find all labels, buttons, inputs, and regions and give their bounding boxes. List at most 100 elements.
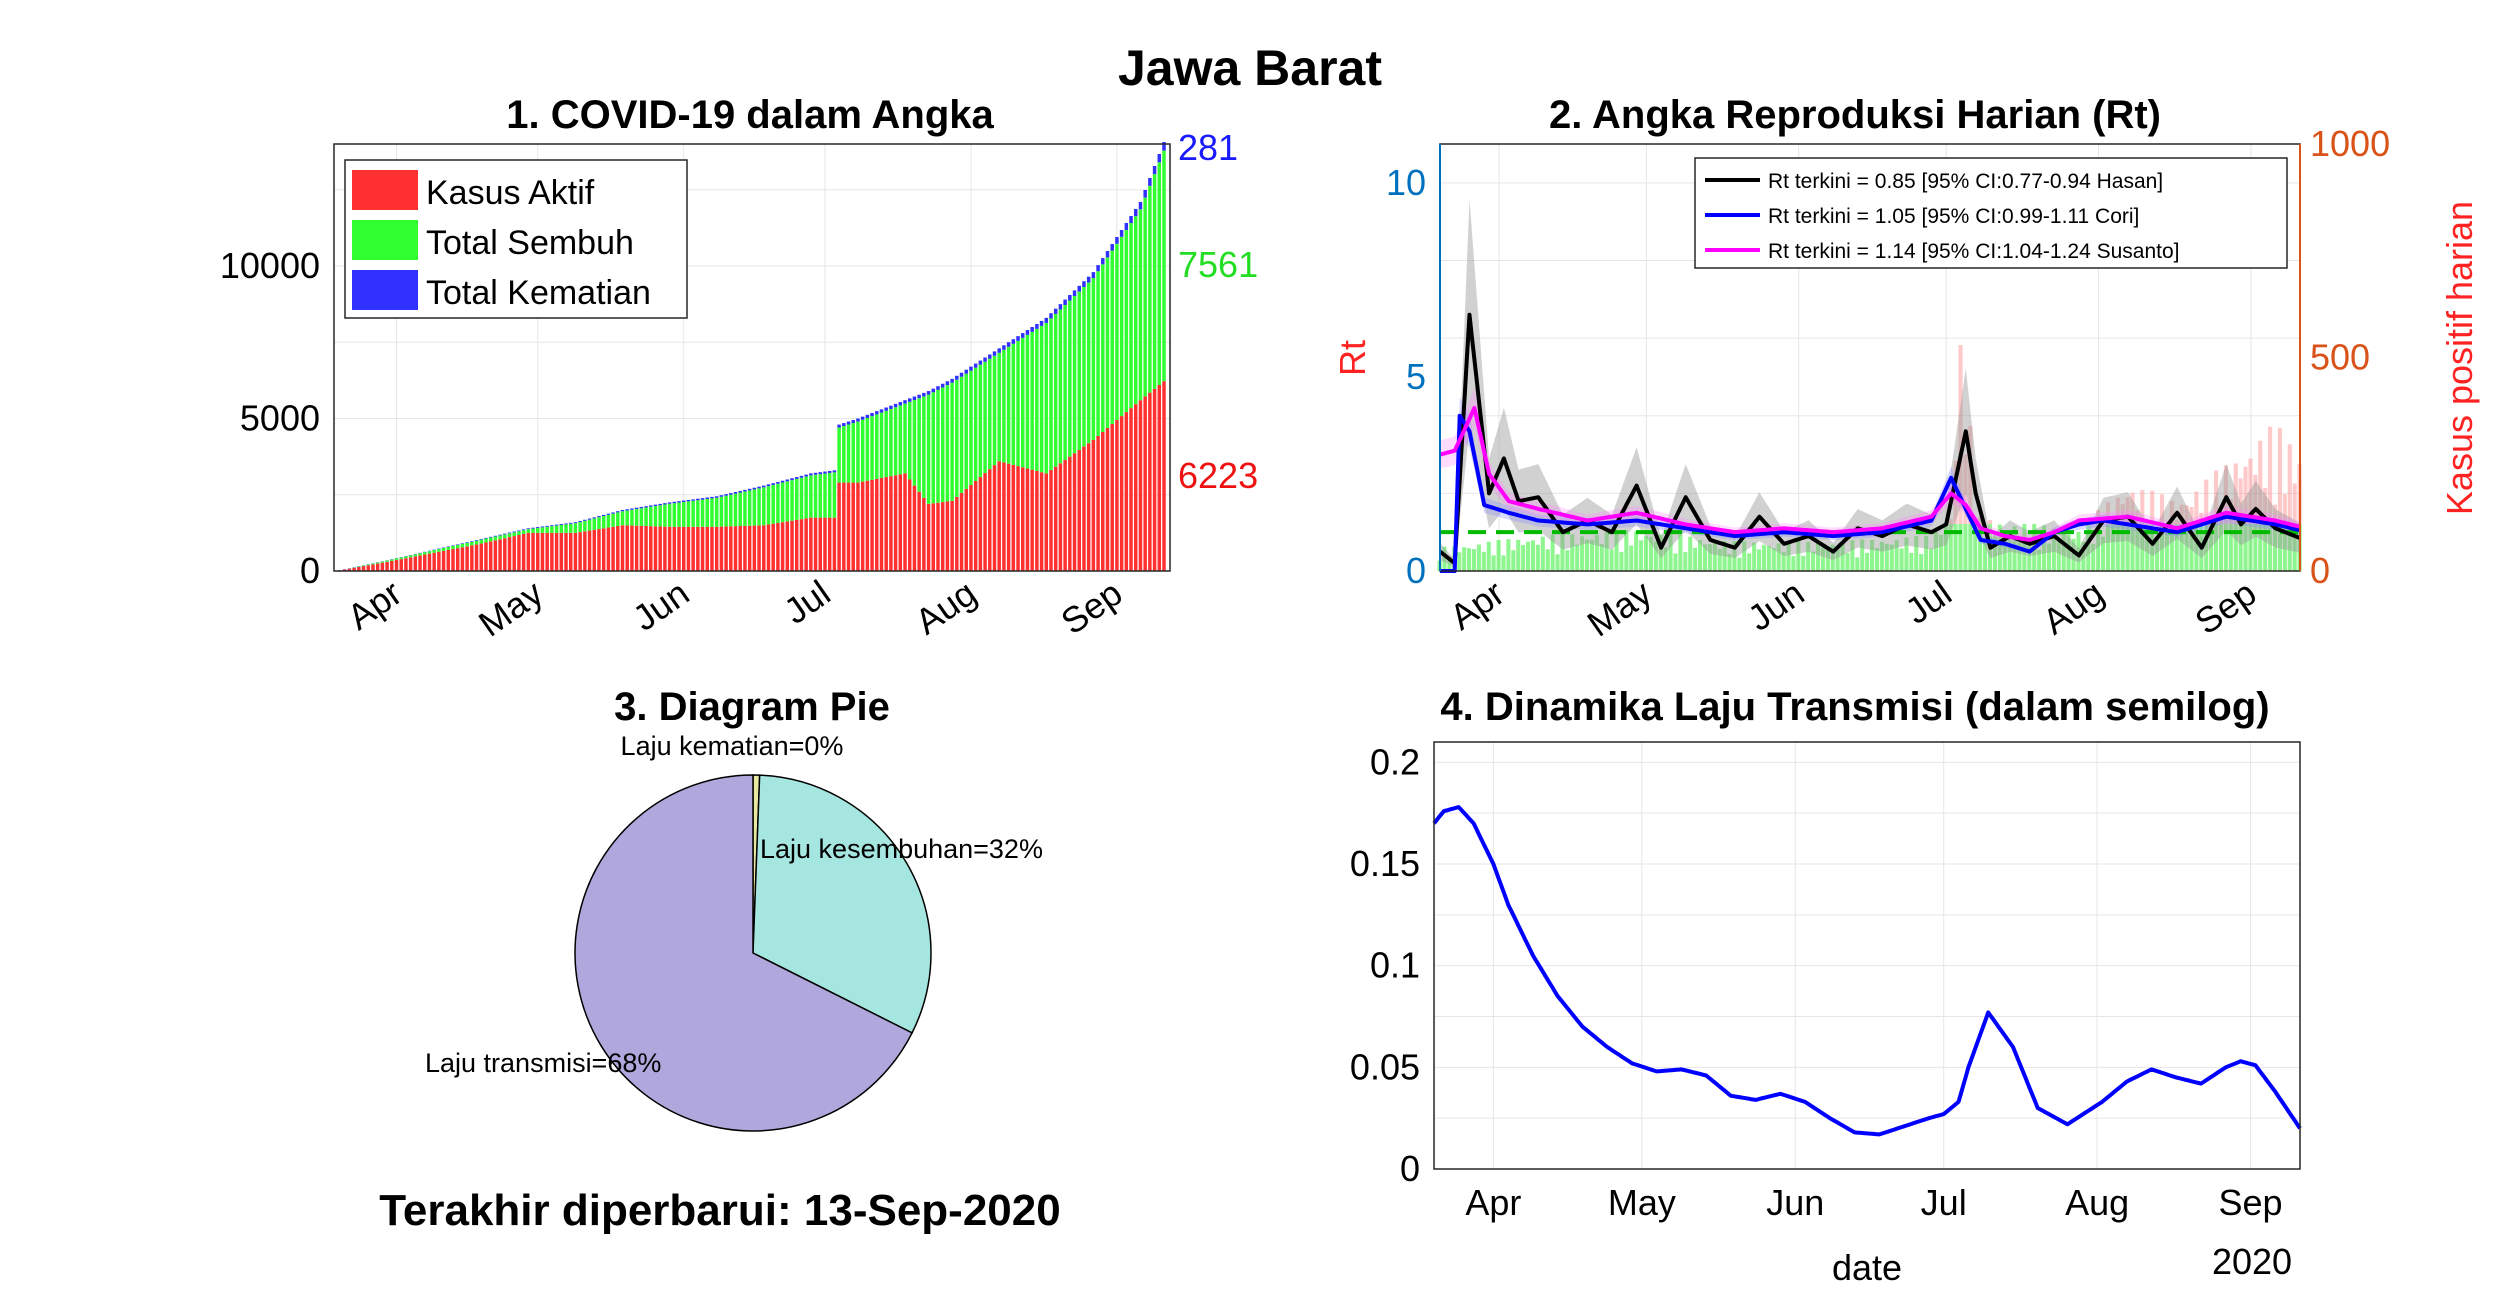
bar-aktif bbox=[724, 526, 728, 571]
panel-2-y-ticks-left: 0 5 10 bbox=[1386, 144, 1441, 591]
bar-aktif bbox=[380, 562, 385, 571]
case-bar bbox=[1928, 548, 1934, 571]
bar-kematian bbox=[997, 348, 1001, 353]
x-tick-label: Jun bbox=[1740, 572, 1811, 639]
bar-kematian bbox=[898, 402, 903, 406]
case-bar bbox=[2086, 524, 2091, 571]
bar-aktif bbox=[568, 532, 573, 571]
panel-1-legend: Kasus Aktif Total Sembuh Total Kematian bbox=[344, 159, 688, 319]
bar-sembuh bbox=[903, 403, 907, 474]
bar-aktif bbox=[1082, 446, 1086, 571]
panel-1-y-ticks: 0 5000 10000 bbox=[220, 245, 320, 591]
bar-kematian bbox=[1082, 281, 1086, 288]
case-bar bbox=[1624, 530, 1629, 571]
bar-aktif bbox=[1110, 423, 1114, 571]
bar-sembuh bbox=[470, 541, 474, 546]
case-bar bbox=[1968, 524, 1973, 571]
case-bar bbox=[1889, 544, 1894, 571]
bar-kematian bbox=[559, 524, 564, 525]
case-bar bbox=[1629, 545, 1634, 571]
bar-sembuh bbox=[1138, 209, 1143, 401]
case-bar bbox=[2263, 524, 2268, 571]
bar-sembuh bbox=[988, 358, 992, 470]
panel-2-rt-lines bbox=[1438, 312, 2301, 573]
panel-3-slices bbox=[574, 774, 932, 1132]
bar-aktif bbox=[978, 477, 983, 571]
case-bar bbox=[2223, 524, 2228, 571]
case-bar bbox=[1442, 546, 1447, 571]
bar-kematian bbox=[1129, 215, 1133, 224]
bar-sembuh bbox=[978, 364, 983, 478]
case-bar-high bbox=[2292, 483, 2297, 525]
bar-kematian bbox=[479, 538, 483, 540]
bar-aktif bbox=[1086, 443, 1091, 571]
panel-4-axes-box bbox=[1434, 742, 2300, 1169]
bar-aktif bbox=[700, 526, 705, 571]
bar-aktif bbox=[992, 465, 997, 571]
bar-aktif bbox=[714, 526, 719, 571]
bar-aktif bbox=[719, 526, 724, 571]
bar-kematian bbox=[903, 400, 907, 404]
rt-line bbox=[1440, 413, 2301, 573]
bar-kematian bbox=[714, 496, 719, 498]
bar-sembuh bbox=[564, 524, 568, 533]
pie-label-transmisi: Laju transmisi=68% bbox=[425, 1048, 661, 1078]
bar-sembuh bbox=[837, 427, 841, 483]
bar-sembuh bbox=[955, 379, 959, 497]
bar-aktif bbox=[710, 526, 714, 571]
bar-kematian bbox=[780, 480, 785, 483]
bar-aktif bbox=[399, 559, 403, 571]
panel-4-grid bbox=[1434, 742, 2300, 1170]
bar-sembuh bbox=[719, 496, 724, 527]
bar-kematian bbox=[973, 363, 978, 368]
transmission-line bbox=[1432, 805, 2302, 1137]
bar-aktif bbox=[653, 526, 658, 571]
bar-aktif bbox=[658, 526, 662, 571]
bar-aktif bbox=[1016, 466, 1020, 571]
bar-aktif bbox=[917, 491, 921, 571]
bar-aktif bbox=[630, 525, 634, 571]
case-bar bbox=[1899, 548, 1904, 571]
bar-aktif bbox=[554, 532, 559, 571]
panel-2-rt-chart: 2. Angka Reproduksi Harian (Rt) 0 5 10 0 50… bbox=[1332, 93, 2480, 645]
bar-sembuh bbox=[846, 424, 851, 483]
bar-sembuh bbox=[634, 508, 639, 526]
bar-aktif bbox=[1091, 439, 1096, 571]
case-bar bbox=[2096, 524, 2101, 571]
bar-sembuh bbox=[399, 557, 403, 560]
bar-kematian bbox=[959, 372, 964, 377]
case-bar bbox=[1978, 524, 1983, 571]
bar-aktif bbox=[432, 552, 436, 571]
bar-aktif bbox=[1039, 472, 1044, 571]
bar-kematian bbox=[969, 366, 973, 371]
case-bar-high bbox=[2194, 491, 2199, 525]
bar-kematian bbox=[700, 498, 705, 500]
x-tick-label: Aug bbox=[2065, 1182, 2129, 1223]
case-bar bbox=[1865, 552, 1870, 571]
bar-kematian bbox=[978, 360, 983, 365]
bar-aktif bbox=[1044, 473, 1049, 571]
bar-sembuh bbox=[1119, 236, 1124, 417]
panel-2-ylabel-right: Kasus positif harian bbox=[2439, 201, 2480, 515]
case-bar bbox=[1948, 524, 1953, 571]
bar-kematian bbox=[672, 501, 677, 504]
bar-kematian bbox=[620, 510, 625, 512]
case-bar bbox=[1820, 547, 1825, 571]
bar-kematian bbox=[507, 532, 512, 534]
case-bar bbox=[2184, 524, 2189, 571]
bar-sembuh bbox=[884, 410, 888, 478]
bar-sembuh bbox=[875, 414, 879, 479]
case-bar-high bbox=[1963, 454, 1968, 525]
bar-aktif bbox=[474, 544, 479, 571]
bar-kematian bbox=[498, 534, 502, 536]
bar-aktif bbox=[771, 523, 775, 571]
bar-kematian bbox=[1096, 265, 1100, 272]
bar-sembuh bbox=[531, 528, 535, 533]
case-bar bbox=[1879, 541, 1884, 571]
bar-kematian bbox=[1044, 317, 1049, 323]
bar-aktif bbox=[860, 481, 865, 571]
bar-aktif bbox=[940, 502, 945, 571]
bar-kematian bbox=[1030, 327, 1034, 332]
case-bar bbox=[2120, 524, 2125, 571]
case-bar bbox=[2194, 524, 2199, 571]
